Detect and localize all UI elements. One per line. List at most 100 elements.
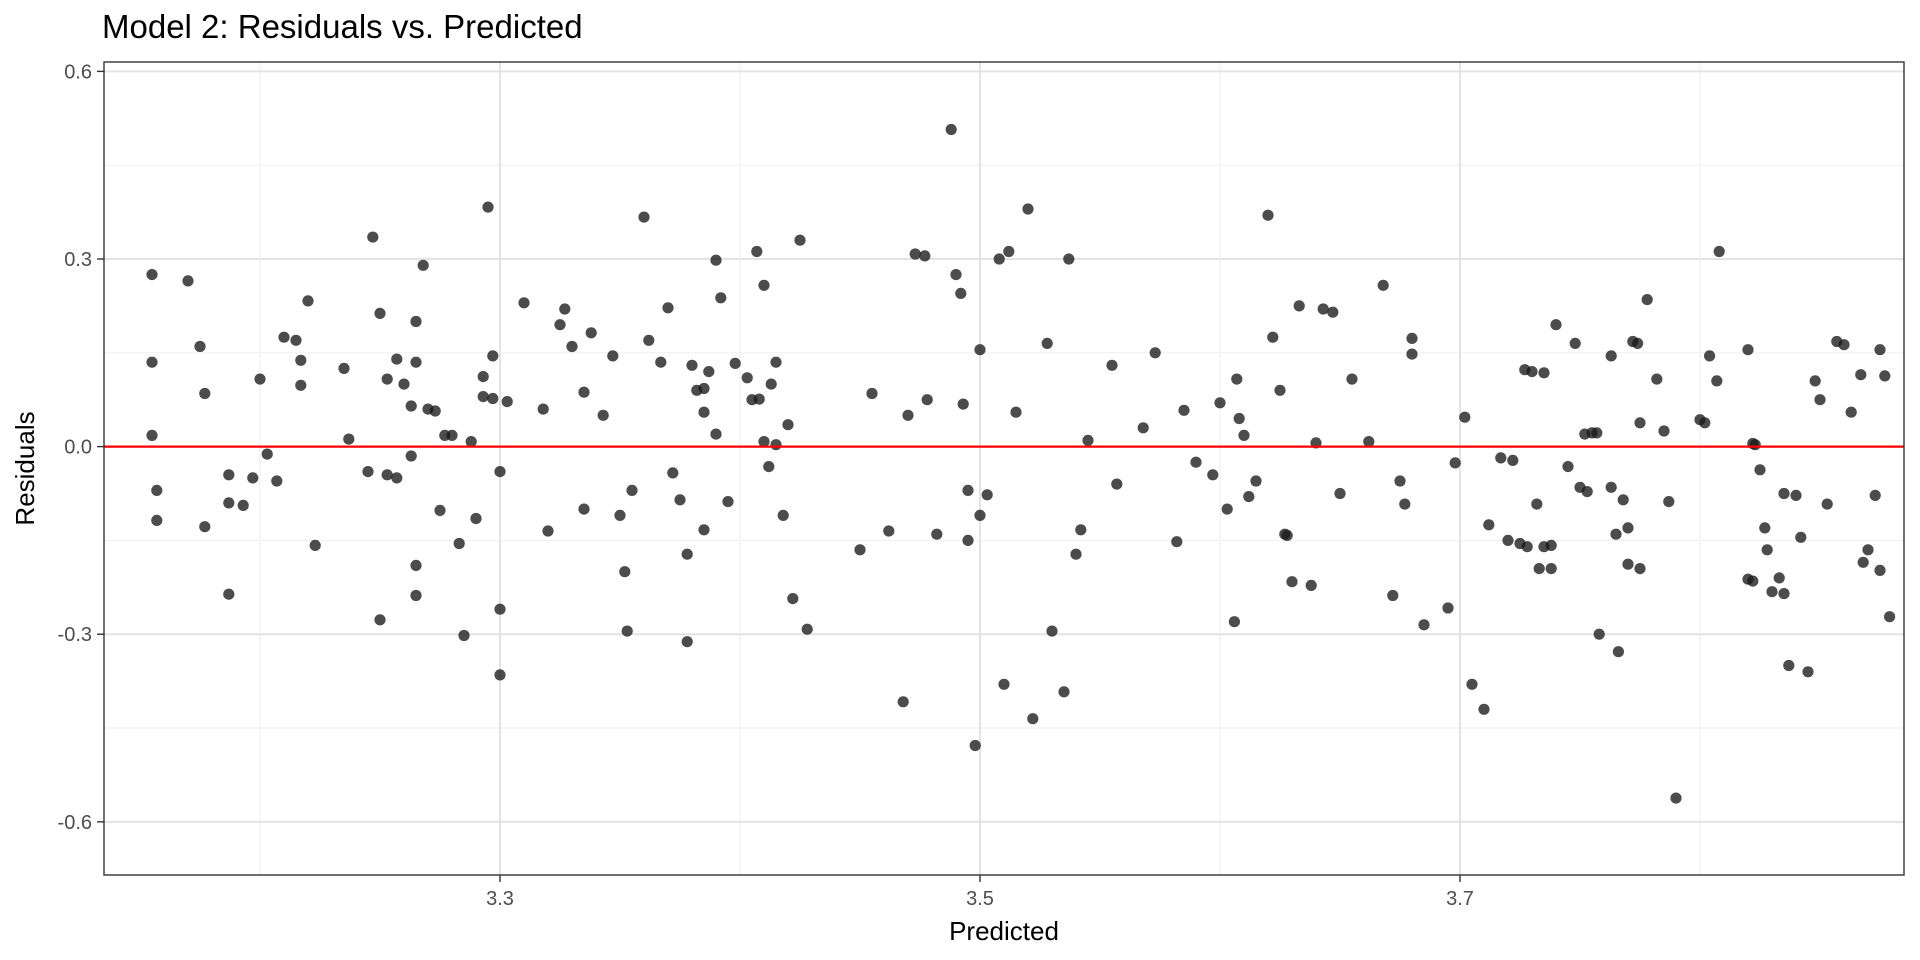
data-point: [698, 406, 710, 418]
data-point: [223, 497, 235, 509]
data-point: [398, 378, 410, 390]
data-point: [981, 489, 993, 501]
data-point: [1394, 475, 1406, 487]
data-point: [1874, 564, 1886, 577]
x-axis-title: Predicted: [949, 916, 1059, 946]
data-point: [1663, 496, 1675, 508]
y-tick-label: 0.6: [64, 61, 92, 83]
data-point: [1502, 534, 1514, 547]
data-point: [1562, 461, 1574, 473]
data-point: [1617, 494, 1629, 506]
data-point: [1699, 417, 1711, 429]
data-point: [151, 514, 163, 527]
data-point: [1010, 406, 1022, 418]
data-point: [146, 269, 158, 281]
data-point: [1070, 548, 1082, 560]
data-point: [753, 393, 765, 405]
data-point: [1228, 616, 1240, 628]
data-point: [686, 359, 698, 371]
data-point: [1003, 245, 1015, 258]
data-point: [710, 428, 722, 440]
data-point: [1658, 425, 1670, 437]
data-point: [470, 512, 482, 525]
data-point: [494, 603, 506, 615]
data-point: [763, 461, 775, 473]
data-point: [710, 254, 722, 266]
data-point: [367, 231, 379, 243]
data-point: [1526, 366, 1538, 378]
data-point: [343, 433, 355, 445]
data-point: [801, 623, 813, 635]
data-point: [1634, 563, 1646, 575]
data-point: [566, 340, 578, 353]
data-point: [1533, 563, 1545, 575]
data-point: [501, 396, 513, 408]
data-point: [621, 625, 633, 637]
data-point: [921, 394, 933, 406]
y-tick-label: -0.3: [58, 624, 92, 646]
data-point: [1406, 332, 1418, 344]
data-point: [477, 371, 489, 383]
data-point: [1075, 524, 1087, 536]
data-point: [182, 275, 194, 287]
data-point: [1221, 503, 1233, 515]
data-point: [554, 319, 566, 331]
data-point: [770, 356, 782, 368]
data-point: [794, 234, 806, 246]
data-point: [578, 386, 590, 398]
data-point: [1459, 411, 1471, 423]
x-tick-label: 3.3: [486, 888, 514, 910]
data-point: [919, 250, 931, 262]
data-point: [1231, 373, 1243, 385]
data-point: [643, 334, 655, 346]
data-point: [146, 356, 158, 368]
y-axis-ticks: -0.6 -0.3 0.0 0.3 0.6: [58, 61, 104, 834]
data-point: [1622, 558, 1634, 570]
data-point: [638, 211, 650, 223]
data-point: [1267, 331, 1279, 343]
data-point: [1106, 359, 1118, 371]
data-point: [1327, 306, 1339, 318]
data-point: [374, 307, 386, 319]
data-point: [247, 472, 259, 484]
data-point: [1550, 319, 1562, 331]
data-point: [1178, 404, 1190, 416]
data-point: [655, 356, 667, 368]
data-point: [1233, 412, 1245, 425]
data-point: [1346, 373, 1358, 385]
data-point: [1612, 646, 1624, 658]
data-point: [1377, 279, 1389, 291]
data-point: [1884, 611, 1896, 623]
data-points: [146, 123, 1896, 804]
data-point: [955, 287, 967, 299]
data-point: [1041, 337, 1053, 349]
data-point: [1821, 498, 1833, 510]
data-point: [619, 566, 631, 578]
data-point: [674, 494, 686, 506]
data-point: [667, 467, 679, 479]
data-point: [729, 357, 741, 369]
data-point: [223, 588, 235, 600]
data-point: [1082, 434, 1094, 446]
data-point: [681, 548, 693, 560]
data-point: [962, 534, 974, 547]
data-point: [765, 378, 777, 390]
data-point: [1442, 602, 1454, 614]
data-point: [758, 279, 770, 291]
data-point: [1773, 572, 1785, 584]
data-point: [1632, 337, 1644, 349]
data-point: [1802, 666, 1814, 678]
data-point: [494, 669, 506, 681]
data-point: [1814, 394, 1826, 406]
data-point: [237, 499, 249, 511]
data-point: [1111, 478, 1123, 490]
data-point: [1418, 619, 1430, 631]
data-point: [1531, 498, 1543, 510]
data-point: [681, 636, 693, 648]
data-point: [194, 340, 206, 353]
data-point: [381, 469, 393, 481]
plot-border: [103, 61, 1905, 876]
data-point: [854, 544, 866, 556]
data-point: [381, 373, 393, 385]
data-point: [722, 496, 734, 508]
